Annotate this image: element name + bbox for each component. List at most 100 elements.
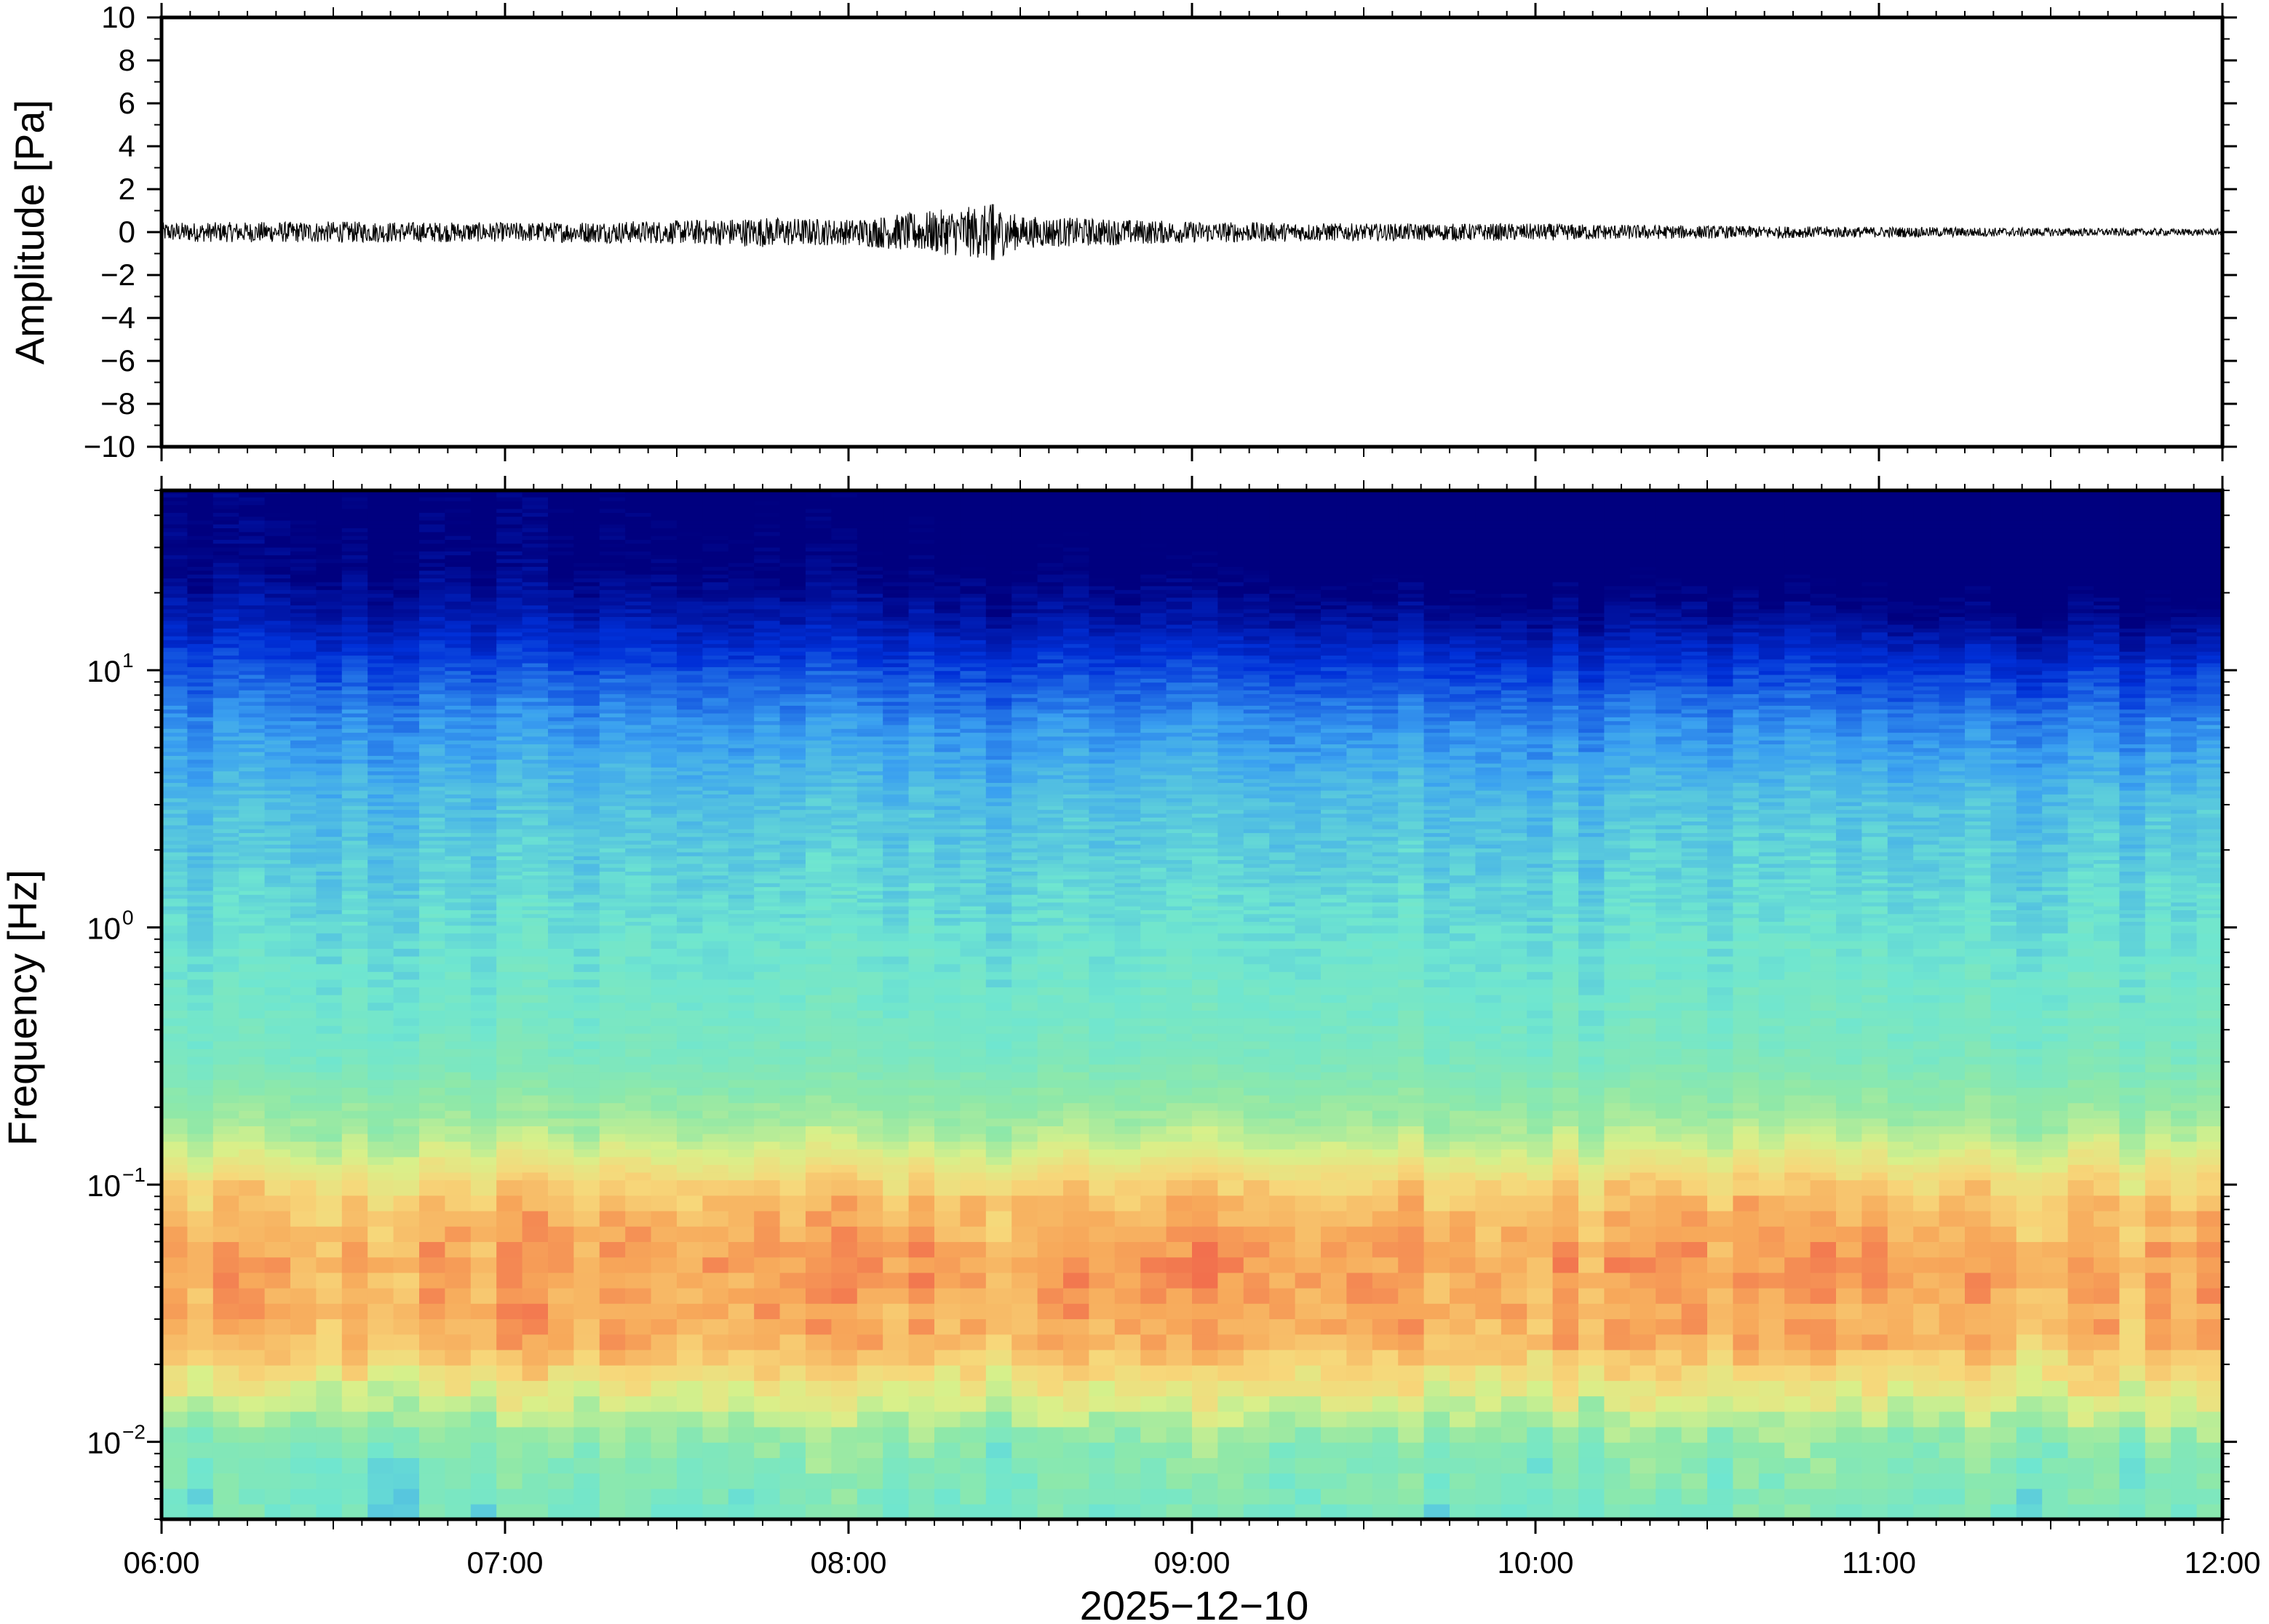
spectrogram-cell (419, 921, 446, 926)
spectrogram-cell (419, 493, 446, 498)
spectrogram-cell (162, 1017, 188, 1027)
spectrogram-cell (806, 851, 833, 856)
spectrogram-cell (445, 921, 472, 926)
spectrogram-cell (264, 736, 291, 741)
spectrogram-cell (702, 1226, 729, 1243)
spectrogram-cell (806, 794, 833, 799)
spectrogram-cell (212, 744, 239, 749)
spectrogram-cell (162, 501, 188, 506)
spectrogram-cell (393, 528, 420, 533)
spectrogram-cell (290, 1071, 317, 1080)
spectrogram-cell (445, 573, 472, 578)
spectrogram-cell (779, 774, 806, 779)
spectrogram-cell (806, 1272, 833, 1289)
spectrogram-cell (831, 948, 858, 957)
spectrogram-cell (548, 1396, 575, 1412)
spectrogram-cell (857, 535, 883, 540)
spectrogram-cell (187, 516, 214, 521)
spectrogram-cell (728, 685, 755, 690)
spectrogram-cell (367, 701, 394, 706)
spectrogram-cell (341, 689, 368, 695)
spectrogram-cell (445, 979, 472, 988)
spectrogram-cell (831, 805, 858, 811)
spectrogram-cell (754, 551, 781, 556)
spectrogram-cell (702, 717, 729, 722)
spectrogram-cell (779, 1488, 806, 1505)
spectrogram-cell (677, 1226, 704, 1243)
spectrogram-cell (470, 813, 497, 818)
spectrogram-cell (264, 535, 291, 540)
spectrogram-cell (187, 1010, 214, 1019)
spectrogram-cell (316, 712, 343, 717)
spectrogram-cell (187, 886, 214, 891)
spectrogram-cell (316, 543, 343, 548)
spectrogram-cell (728, 728, 755, 733)
spectrogram-cell (883, 855, 910, 861)
spectrogram-cell (677, 736, 704, 741)
spectrogram-cell (187, 635, 214, 640)
spectrogram-cell (883, 1241, 910, 1258)
spectrogram-cell (857, 832, 883, 837)
spectrogram-cell (341, 848, 368, 853)
spectrogram-cell (831, 913, 858, 918)
spectrogram-cell (187, 940, 214, 950)
spectrogram-cell (599, 987, 626, 995)
spectrogram-cell (393, 859, 420, 864)
spectrogram-cell (573, 501, 600, 506)
spectrogram-cell (831, 863, 858, 868)
spectrogram-cell (651, 666, 677, 672)
spectrogram-cell (522, 578, 549, 583)
spectrogram-cell (239, 948, 266, 957)
spectrogram-cell (239, 1017, 266, 1027)
spectrogram-cell (548, 1079, 575, 1088)
spectrogram-cell (212, 789, 239, 795)
spectrogram-cell (341, 1025, 368, 1034)
spectrogram-cell (212, 531, 239, 536)
spectrogram-cell (548, 824, 575, 829)
spectrogram-cell (445, 955, 472, 965)
spectrogram-cell (264, 886, 291, 891)
spectrogram-cell (316, 782, 343, 787)
spectrogram-cell (419, 1364, 446, 1381)
spectrogram-cell (677, 1164, 704, 1173)
spectrogram-cell (341, 728, 368, 733)
spectrogram-cell (779, 508, 806, 513)
spectrogram-cell (548, 1272, 575, 1289)
spectrogram-cell (445, 940, 472, 950)
spectrogram-cell (651, 585, 677, 590)
spectrogram-cell (470, 909, 497, 915)
spectrogram-cell (625, 948, 652, 957)
spectrogram-cell (367, 1010, 394, 1019)
spectrogram-cell (857, 1079, 883, 1088)
spectrogram-cell (599, 848, 626, 853)
spectrogram-cell (419, 1318, 446, 1335)
spectrogram-cell (651, 554, 677, 560)
spectrogram-cell (625, 774, 652, 779)
spectrogram-cell (754, 678, 781, 683)
spectrogram-cell (522, 640, 549, 645)
spectrogram-cell (522, 1094, 549, 1104)
spectrogram-cell (316, 1473, 343, 1489)
spectrogram-cell (393, 921, 420, 926)
spectrogram-cell (341, 813, 368, 818)
spectrogram-cell (677, 635, 704, 640)
spectrogram-cell (625, 666, 652, 672)
spectrogram-cell (677, 501, 704, 506)
spectrogram-cell (779, 640, 806, 645)
spectrogram-cell (754, 628, 781, 633)
spectrogram-cell (754, 898, 781, 903)
spectrogram-cell (702, 1094, 729, 1104)
spectrogram-cell (470, 744, 497, 749)
spectrogram-cell (548, 674, 575, 679)
spectrogram-cell (573, 813, 600, 818)
spectrogram-cell (779, 1210, 806, 1227)
spectrogram-cell (212, 689, 239, 695)
spectrogram-cell (677, 551, 704, 556)
spectrogram-cell (651, 739, 677, 744)
spectrogram-cell (754, 963, 781, 972)
spectrogram-cell (857, 570, 883, 575)
spectrogram-cell (264, 755, 291, 760)
spectrogram-cell (522, 789, 549, 795)
spectrogram-cell (367, 739, 394, 744)
spectrogram-cell (779, 851, 806, 856)
